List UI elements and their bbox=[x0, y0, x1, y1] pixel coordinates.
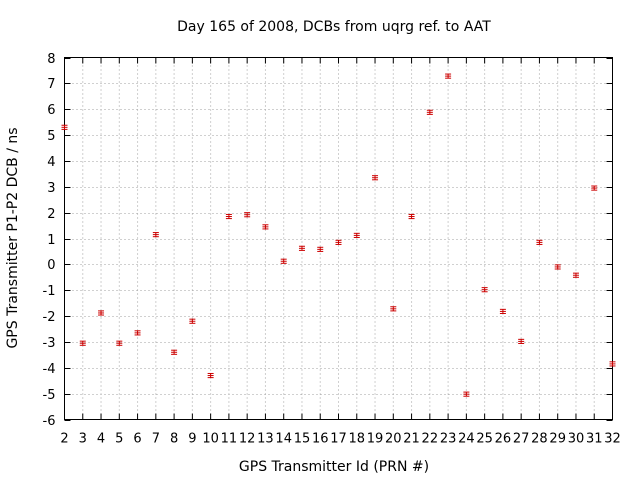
x-tick-label: 22 bbox=[422, 432, 439, 447]
y-tick-label: 5 bbox=[47, 129, 55, 144]
data-point bbox=[591, 185, 598, 191]
data-point bbox=[372, 175, 379, 181]
data-point bbox=[499, 308, 506, 314]
data-point bbox=[317, 246, 324, 252]
data-point bbox=[353, 232, 360, 238]
y-tick-label: 0 bbox=[47, 258, 55, 273]
x-tick-label: 18 bbox=[348, 432, 365, 447]
x-tick-label: 4 bbox=[97, 432, 105, 447]
x-tick-label: 17 bbox=[330, 432, 347, 447]
y-tick-label: 2 bbox=[47, 207, 55, 222]
x-tick-label: 3 bbox=[79, 432, 87, 447]
data-point bbox=[171, 349, 178, 355]
x-tick-label: 24 bbox=[458, 432, 475, 447]
data-point bbox=[536, 239, 543, 245]
y-tick-label: -5 bbox=[43, 388, 56, 403]
data-point bbox=[572, 272, 579, 278]
y-tick-label: 4 bbox=[47, 155, 55, 170]
data-point bbox=[609, 361, 616, 367]
data-point bbox=[390, 306, 397, 312]
y-tick-label: -6 bbox=[43, 414, 56, 429]
data-point bbox=[280, 258, 287, 264]
y-tick-label: 8 bbox=[47, 52, 55, 67]
data-point bbox=[61, 124, 68, 130]
x-tick-label: 12 bbox=[239, 432, 256, 447]
x-tick-label: 23 bbox=[440, 432, 457, 447]
grid-lines bbox=[64, 57, 613, 420]
x-tick-label: 28 bbox=[531, 432, 548, 447]
x-tick-label: 6 bbox=[133, 432, 141, 447]
x-tick-label: 2 bbox=[60, 432, 68, 447]
x-tick-label: 31 bbox=[586, 432, 603, 447]
x-tick-label: 32 bbox=[604, 432, 621, 447]
x-tick-label: 16 bbox=[312, 432, 329, 447]
data-point bbox=[98, 310, 105, 316]
y-axis-label: GPS Transmitter P1-P2 DCB / ns bbox=[5, 127, 21, 348]
data-point bbox=[481, 287, 488, 293]
x-tick-label: 26 bbox=[495, 432, 512, 447]
data-point bbox=[445, 73, 452, 79]
data-point bbox=[518, 338, 525, 344]
x-tick-label: 27 bbox=[513, 432, 530, 447]
x-axis-label: GPS Transmitter Id (PRN #) bbox=[239, 459, 429, 475]
x-tick-label: 30 bbox=[568, 432, 585, 447]
x-tick-label: 19 bbox=[367, 432, 384, 447]
data-point bbox=[426, 109, 433, 115]
data-point bbox=[152, 232, 159, 238]
data-point bbox=[298, 245, 305, 251]
data-point bbox=[262, 224, 269, 230]
y-tick-label: 7 bbox=[47, 77, 55, 92]
x-tick-label: 25 bbox=[476, 432, 493, 447]
y-tick-label: 6 bbox=[47, 103, 55, 118]
x-tick-label: 15 bbox=[294, 432, 311, 447]
x-tick-label: 10 bbox=[202, 432, 219, 447]
data-point bbox=[207, 372, 214, 379]
y-tick-label: 3 bbox=[47, 181, 55, 196]
x-tick-label: 7 bbox=[152, 432, 160, 447]
x-tick-labels: 2 3 4 5 6 7 8 9 10 11 12 13 14 15 16 17 18 19 20 21 22 23 24 25… bbox=[60, 432, 620, 447]
y-tick-label: -2 bbox=[43, 310, 56, 325]
x-tick-label: 20 bbox=[385, 432, 402, 447]
data-point bbox=[134, 330, 141, 336]
data-point bbox=[463, 391, 470, 397]
data-point bbox=[554, 264, 561, 270]
y-tick-label: -4 bbox=[43, 362, 56, 377]
x-tick-label: 21 bbox=[403, 432, 420, 447]
x-tick-label: 9 bbox=[188, 432, 196, 447]
data-point bbox=[335, 239, 342, 245]
data-point bbox=[408, 213, 415, 220]
data-point bbox=[189, 318, 196, 324]
x-tick-label: 5 bbox=[115, 432, 123, 447]
data-point bbox=[116, 340, 123, 346]
chart-title: Day 165 of 2008, DCBs from uqrg ref. to … bbox=[177, 19, 491, 35]
data-point bbox=[244, 212, 251, 218]
data-points bbox=[61, 73, 616, 397]
x-tick-label: 11 bbox=[221, 432, 238, 447]
y-tick-label: -3 bbox=[43, 336, 56, 351]
data-point bbox=[79, 340, 86, 346]
y-tick-label: 1 bbox=[47, 233, 55, 248]
y-tick-labels: -6 -5 -4 -3 -2 -1 0 1 2 3 4 5 6 7 8 bbox=[43, 52, 56, 429]
x-tick-label: 29 bbox=[549, 432, 566, 447]
tick-marks bbox=[64, 57, 613, 421]
data-point bbox=[225, 213, 232, 220]
x-tick-label: 14 bbox=[275, 432, 292, 447]
y-tick-label: -1 bbox=[43, 284, 56, 299]
x-tick-label: 8 bbox=[170, 432, 178, 447]
x-tick-label: 13 bbox=[257, 432, 274, 447]
